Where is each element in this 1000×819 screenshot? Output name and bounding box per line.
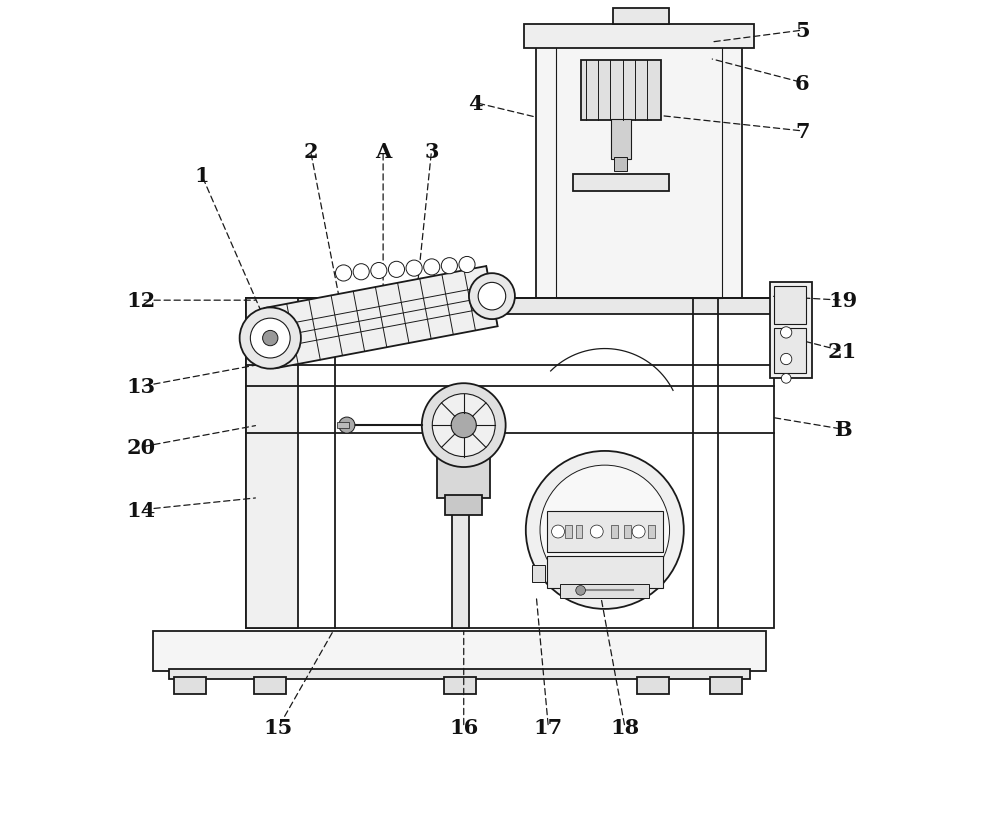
Bar xyxy=(169,670,750,679)
Circle shape xyxy=(336,265,352,282)
Circle shape xyxy=(781,354,792,365)
Bar xyxy=(613,8,669,25)
Bar xyxy=(536,33,742,298)
Text: 12: 12 xyxy=(127,291,156,310)
Bar xyxy=(524,25,754,49)
Text: 6: 6 xyxy=(795,74,810,93)
Circle shape xyxy=(590,526,603,538)
Circle shape xyxy=(526,451,684,609)
Bar xyxy=(576,526,582,538)
Bar xyxy=(174,677,206,694)
Bar xyxy=(611,526,618,538)
Circle shape xyxy=(469,274,515,319)
Circle shape xyxy=(406,260,422,277)
Bar xyxy=(254,677,286,694)
Text: B: B xyxy=(834,419,851,440)
Circle shape xyxy=(459,257,475,274)
Bar xyxy=(774,287,806,325)
Bar xyxy=(547,556,663,588)
Bar xyxy=(445,495,482,516)
Polygon shape xyxy=(265,267,498,369)
Bar xyxy=(452,435,469,628)
Bar xyxy=(246,298,298,628)
Bar xyxy=(565,526,572,538)
Bar xyxy=(153,631,766,671)
Circle shape xyxy=(451,413,476,438)
Bar xyxy=(547,511,663,553)
Bar xyxy=(648,526,655,538)
Text: 20: 20 xyxy=(127,437,156,457)
Bar xyxy=(337,423,349,429)
Bar xyxy=(581,61,661,121)
Circle shape xyxy=(432,394,495,457)
Text: 19: 19 xyxy=(828,291,857,310)
Circle shape xyxy=(632,526,645,538)
Text: 15: 15 xyxy=(264,717,293,738)
Circle shape xyxy=(388,262,405,278)
Circle shape xyxy=(240,308,301,369)
Bar xyxy=(246,298,774,314)
Bar xyxy=(556,41,722,298)
Circle shape xyxy=(552,526,564,538)
Circle shape xyxy=(371,263,387,279)
Bar xyxy=(774,329,806,373)
Circle shape xyxy=(478,283,506,310)
Bar xyxy=(437,448,490,498)
Text: 2: 2 xyxy=(303,142,318,162)
Circle shape xyxy=(576,586,585,595)
Text: 18: 18 xyxy=(610,717,640,738)
Bar xyxy=(532,565,545,582)
Bar xyxy=(560,584,649,599)
Text: 13: 13 xyxy=(127,377,156,397)
Text: 3: 3 xyxy=(424,142,439,162)
Circle shape xyxy=(540,465,670,595)
Bar xyxy=(614,157,627,172)
Text: 16: 16 xyxy=(449,717,478,738)
Circle shape xyxy=(424,260,440,276)
Circle shape xyxy=(353,265,369,280)
Bar xyxy=(637,677,669,694)
Bar xyxy=(444,677,476,694)
Bar xyxy=(770,283,812,379)
Bar xyxy=(573,174,669,192)
Bar xyxy=(624,526,631,538)
Bar xyxy=(710,677,742,694)
Circle shape xyxy=(441,258,457,274)
Circle shape xyxy=(263,331,278,346)
Text: 14: 14 xyxy=(127,500,156,520)
Text: 4: 4 xyxy=(469,93,483,114)
Text: 1: 1 xyxy=(194,166,209,186)
Bar xyxy=(246,300,774,628)
Text: 5: 5 xyxy=(795,21,810,41)
Bar xyxy=(611,120,631,160)
Text: 21: 21 xyxy=(828,342,857,361)
Text: A: A xyxy=(375,142,391,162)
Circle shape xyxy=(781,374,791,384)
Circle shape xyxy=(250,319,290,359)
Text: 17: 17 xyxy=(534,717,563,738)
Text: 7: 7 xyxy=(795,122,810,142)
Circle shape xyxy=(339,418,355,433)
Circle shape xyxy=(422,384,506,468)
Circle shape xyxy=(781,328,792,338)
